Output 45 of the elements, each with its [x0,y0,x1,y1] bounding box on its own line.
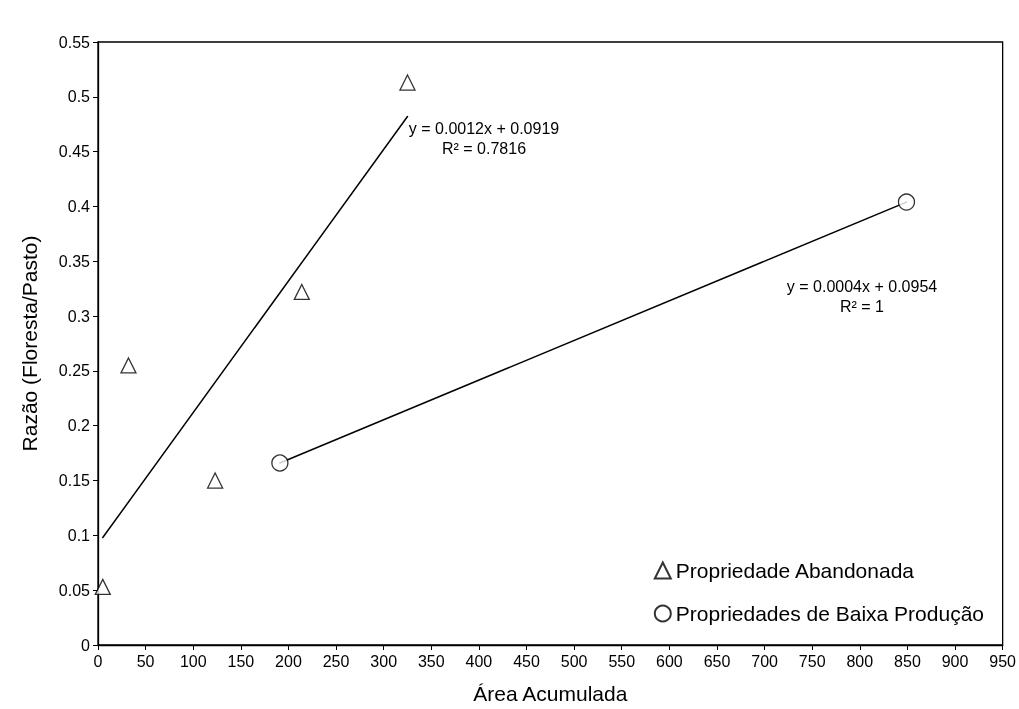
y-tick-label: 0.1 [67,526,91,544]
point [206,472,224,489]
x-axis-title: Área Acumulada [473,682,628,705]
x-tick-label: 600 [656,652,683,670]
point [120,357,137,374]
y-tick-label: 0.55 [58,33,91,51]
y-tick-label: 0.2 [67,417,91,435]
x-tick-label: 300 [370,652,398,670]
y-tick-label: 0.3 [67,307,91,325]
y-tick-label: 0.45 [58,143,91,161]
x-tick-label: 500 [560,652,588,670]
point [897,193,916,211]
y-axis-title: Razão (Floresta/Pasto) [18,235,41,452]
x-tick-label: 350 [417,652,445,670]
y-tick-label: 0.35 [58,252,91,270]
legend-label: Propriedades de Baixa Produção [675,602,984,625]
y-tick-label: 0.05 [58,581,91,599]
x-tick-label: 750 [798,652,826,670]
point [94,578,111,596]
y-tick-label: 0.5 [67,88,91,106]
x-tick-label: 50 [136,652,155,670]
y-tick-label: 0.25 [58,362,91,380]
x-tick-label: 800 [846,652,874,670]
x-tick-label: 900 [941,652,969,670]
x-tick-label: 150 [227,652,255,670]
point [293,283,310,301]
x-tick-label: 700 [751,652,779,670]
x-tick-label: 950 [989,652,1017,670]
x-tick-label: 550 [608,652,636,670]
point [271,454,289,472]
point [399,74,416,91]
x-tick-label: 0 [93,652,103,670]
annotation: y = 0.0004x + 0.0954 R² = 1 [786,277,938,315]
x-tick-label: 650 [703,652,731,670]
y-tick-label: 0.15 [58,472,91,490]
x-tick-label: 850 [894,652,921,670]
y-tick-label: 0 [81,636,91,654]
x-tick-label: 400 [465,652,493,670]
x-tick-label: 200 [275,652,302,670]
x-tick-label: 250 [322,652,350,670]
x-tick-label: 100 [179,652,207,670]
x-tick-label: 450 [513,652,540,670]
y-tick-label: 0.4 [67,197,91,215]
legend-label: Propriedade Abandonada [675,559,915,582]
annotation: y = 0.0012x + 0.0919 R² = 0.7816 [408,119,560,157]
